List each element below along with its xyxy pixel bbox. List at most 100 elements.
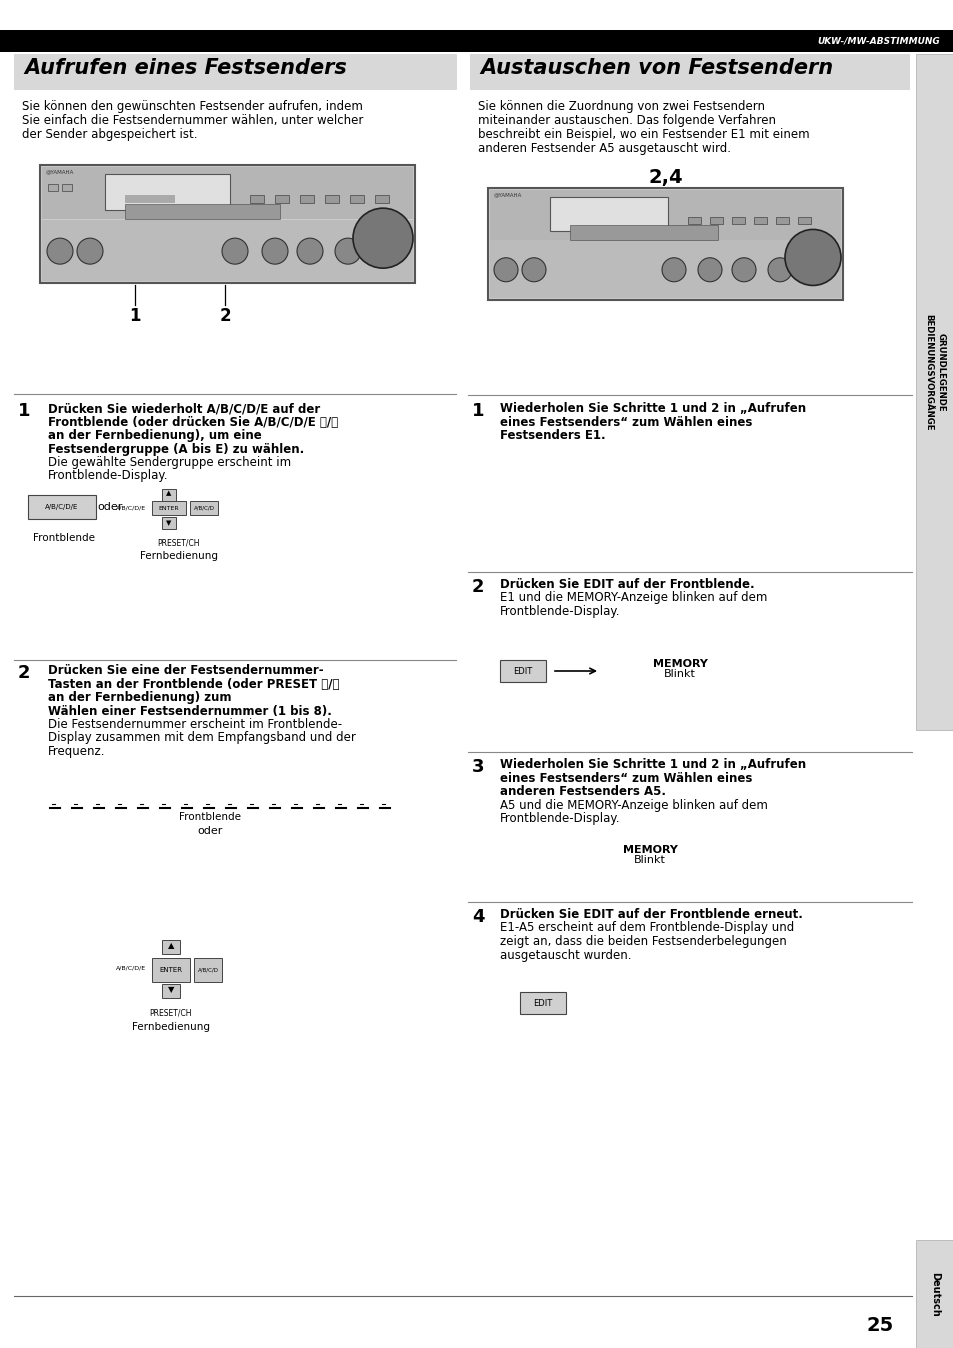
Text: Wiederholen Sie Schritte 1 und 2 in „Aufrufen: Wiederholen Sie Schritte 1 und 2 in „Auf… [499, 402, 805, 415]
Text: der Sender abgespeichert ist.: der Sender abgespeichert ist. [22, 128, 197, 142]
Text: Blinkt: Blinkt [663, 669, 695, 679]
Bar [125, 204, 280, 220]
Circle shape [77, 239, 103, 264]
Text: @YAMAHA: @YAMAHA [46, 168, 74, 174]
Circle shape [222, 239, 248, 264]
Circle shape [494, 257, 517, 282]
Text: ▼: ▼ [168, 985, 174, 995]
Text: Wählen einer Festsendernummer (1 bis 8).: Wählen einer Festsendernummer (1 bis 8). [48, 705, 332, 717]
Bar [299, 194, 314, 202]
Circle shape [296, 239, 323, 264]
Text: ▼: ▼ [166, 520, 172, 526]
Text: 25: 25 [865, 1316, 893, 1335]
Text: Fernbedienung: Fernbedienung [132, 1022, 210, 1033]
Text: Frontblende-Display.: Frontblende-Display. [499, 811, 619, 825]
Text: beschreibt ein Beispiel, wo ein Festsender E1 mit einem: beschreibt ein Beispiel, wo ein Festsend… [477, 128, 809, 142]
Circle shape [731, 257, 755, 282]
Text: Austauschen von Festsendern: Austauschen von Festsendern [479, 58, 832, 78]
Bar [687, 217, 700, 224]
Text: Frontblende: Frontblende [179, 811, 241, 822]
Bar [42, 220, 413, 280]
Bar [499, 661, 545, 682]
Text: @YAMAHA: @YAMAHA [494, 191, 522, 197]
Bar [325, 194, 338, 202]
Text: Die gewählte Sendergruppe erscheint im: Die gewählte Sendergruppe erscheint im [48, 456, 291, 469]
Bar [709, 217, 722, 224]
Text: anderen Festsenders A5.: anderen Festsenders A5. [499, 785, 665, 798]
Bar [753, 217, 766, 224]
Text: 2: 2 [219, 307, 231, 325]
Circle shape [335, 239, 360, 264]
Bar [274, 194, 289, 202]
Text: Deutsch: Deutsch [929, 1271, 939, 1317]
Bar [375, 194, 389, 202]
Bar [28, 495, 96, 519]
Text: ausgetauscht wurden.: ausgetauscht wurden. [499, 949, 631, 961]
Text: Sie können die Zuordnung von zwei Festsendern: Sie können die Zuordnung von zwei Festse… [477, 100, 764, 113]
Text: 1: 1 [18, 402, 30, 421]
Text: Wiederholen Sie Schritte 1 und 2 in „Aufrufen: Wiederholen Sie Schritte 1 und 2 in „Auf… [499, 758, 805, 771]
Text: 2: 2 [472, 578, 484, 596]
Text: ENTER: ENTER [158, 506, 179, 511]
Text: Fernbedienung: Fernbedienung [140, 551, 218, 561]
Text: EDIT: EDIT [513, 666, 532, 675]
Bar [490, 190, 841, 240]
Circle shape [661, 257, 685, 282]
Circle shape [521, 257, 545, 282]
Text: eines Festsenders“ zum Wählen eines: eines Festsenders“ zum Wählen eines [499, 771, 752, 785]
Text: A/B/C/D: A/B/C/D [197, 968, 218, 972]
Text: A/B/C/D: A/B/C/D [193, 506, 214, 511]
Text: E1 und die MEMORY-Anzeige blinken auf dem: E1 und die MEMORY-Anzeige blinken auf de… [499, 592, 766, 604]
Bar [152, 958, 190, 981]
Bar [519, 992, 565, 1014]
Text: GRUNDLEGENDE
BEDIENUNGSVORGÄNGE: GRUNDLEGENDE BEDIENUNGSVORGÄNGE [923, 314, 944, 430]
Text: miteinander austauschen. Das folgende Verfahren: miteinander austauschen. Das folgende Ve… [477, 115, 775, 127]
Circle shape [698, 257, 721, 282]
Bar [162, 489, 175, 501]
Bar [152, 501, 186, 515]
Bar [488, 187, 842, 301]
Bar [162, 984, 180, 998]
Text: A/B/C/D/E: A/B/C/D/E [45, 504, 78, 510]
Text: Sie einfach die Festsendernummer wählen, unter welcher: Sie einfach die Festsendernummer wählen,… [22, 115, 363, 127]
Text: PRESET/CH: PRESET/CH [150, 1008, 193, 1016]
Bar [14, 54, 456, 90]
Text: Drücken Sie EDIT auf der Frontblende.: Drücken Sie EDIT auf der Frontblende. [499, 578, 754, 590]
Text: oder: oder [197, 826, 222, 836]
Text: A5 und die MEMORY-Anzeige blinken auf dem: A5 und die MEMORY-Anzeige blinken auf de… [499, 798, 767, 811]
Circle shape [47, 239, 73, 264]
Bar [569, 225, 718, 240]
Text: EDIT: EDIT [533, 999, 552, 1007]
Text: zeigt an, dass die beiden Festsenderbelegungen: zeigt an, dass die beiden Festsenderbele… [499, 936, 786, 948]
Text: eines Festsenders“ zum Wählen eines: eines Festsenders“ zum Wählen eines [499, 415, 752, 429]
Text: MEMORY: MEMORY [622, 845, 677, 855]
Bar [62, 183, 71, 191]
Bar [42, 167, 413, 220]
Text: 3: 3 [472, 758, 484, 776]
Text: Tasten an der Frontblende (oder PRESET 〈/〉: Tasten an der Frontblende (oder PRESET 〈… [48, 678, 339, 690]
Text: 2,4: 2,4 [647, 168, 682, 187]
Text: 1: 1 [472, 402, 484, 421]
Bar [48, 183, 58, 191]
Bar [915, 54, 953, 731]
Text: ENTER: ENTER [159, 967, 182, 973]
Bar [490, 240, 841, 298]
Bar [162, 940, 180, 954]
Text: Frontblende (oder drücken Sie A/B/C/D/E 〈/〉: Frontblende (oder drücken Sie A/B/C/D/E … [48, 415, 337, 429]
Text: Drücken Sie wiederholt A/B/C/D/E auf der: Drücken Sie wiederholt A/B/C/D/E auf der [48, 402, 320, 415]
Text: A/B/C/D/E: A/B/C/D/E [115, 965, 146, 971]
Text: 2: 2 [18, 665, 30, 682]
Text: UKW-/MW-ABSTIMMUNG: UKW-/MW-ABSTIMMUNG [817, 36, 939, 46]
Text: Die Festsendernummer erscheint im Frontblende-: Die Festsendernummer erscheint im Frontb… [48, 718, 342, 731]
Bar [731, 217, 744, 224]
Text: 4: 4 [472, 909, 484, 926]
Bar [797, 217, 810, 224]
Circle shape [784, 229, 841, 286]
Text: Festsendergruppe (A bis E) zu wählen.: Festsendergruppe (A bis E) zu wählen. [48, 442, 304, 456]
Text: Drücken Sie EDIT auf der Frontblende erneut.: Drücken Sie EDIT auf der Frontblende ern… [499, 909, 802, 921]
Text: Festsenders E1.: Festsenders E1. [499, 429, 605, 442]
Bar [915, 1240, 953, 1348]
Bar [0, 30, 953, 53]
Text: Drücken Sie eine der Festsendernummer-: Drücken Sie eine der Festsendernummer- [48, 665, 323, 677]
Bar [470, 54, 909, 90]
